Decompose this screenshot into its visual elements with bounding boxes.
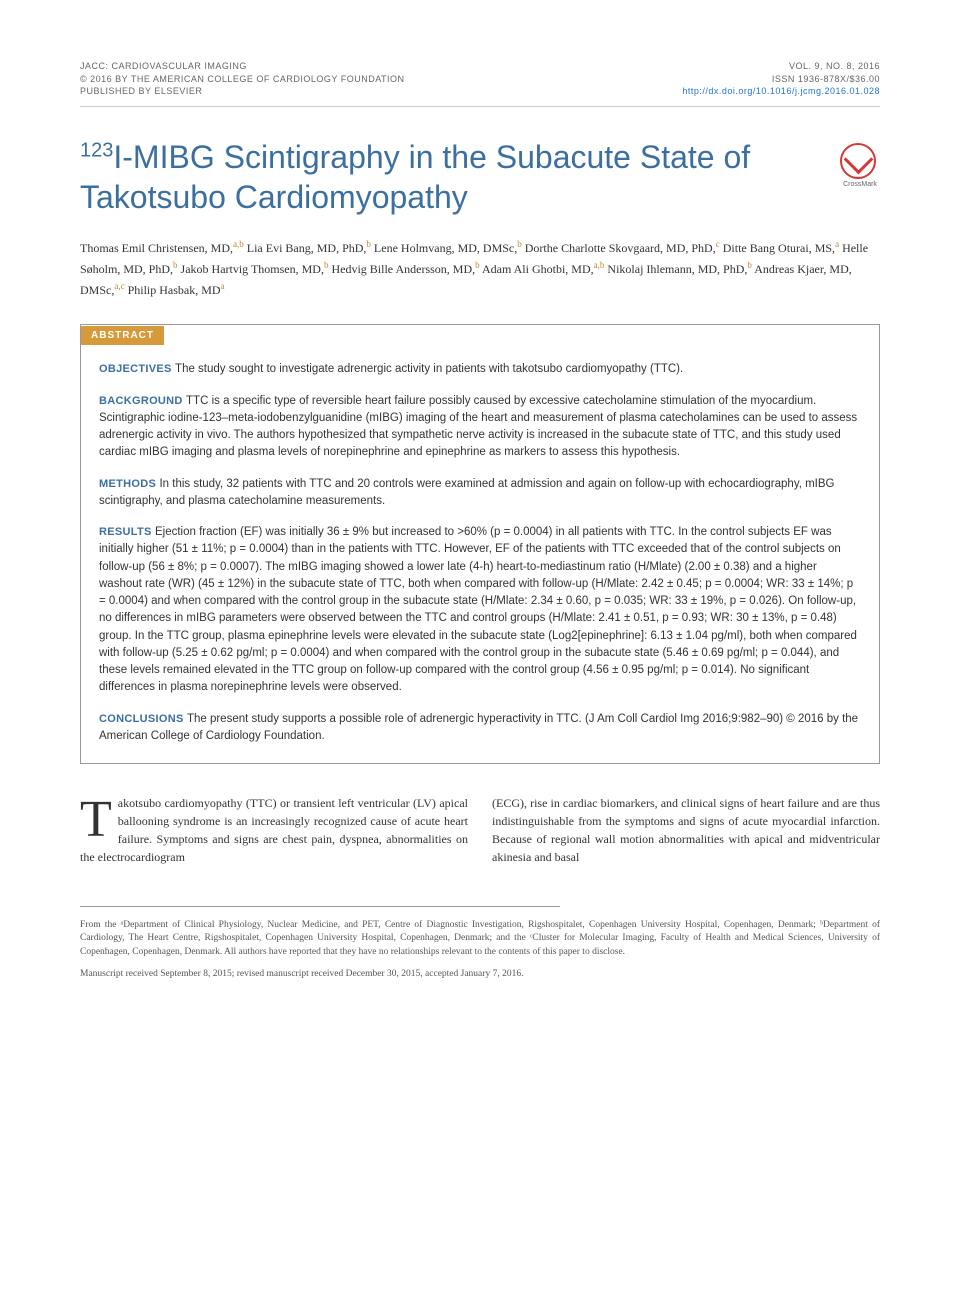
publisher-line: PUBLISHED BY ELSEVIER (80, 85, 405, 98)
copyright-line: © 2016 BY THE AMERICAN COLLEGE OF CARDIO… (80, 73, 405, 86)
abstract-text: In this study, 32 patients with TTC and … (99, 478, 835, 507)
doi-link[interactable]: http://dx.doi.org/10.1016/j.jcmg.2016.01… (682, 85, 880, 98)
abstract-content: OBJECTIVES The study sought to investiga… (81, 345, 879, 763)
header-left: JACC: CARDIOVASCULAR IMAGING © 2016 BY T… (80, 60, 405, 98)
body-column-right: (ECG), rise in cardiac biomarkers, and c… (492, 794, 880, 866)
abstract-section: RESULTS Ejection fraction (EF) was initi… (99, 524, 861, 697)
abstract-section: CONCLUSIONS The present study supports a… (99, 711, 861, 746)
abstract-box: ABSTRACT OBJECTIVES The study sought to … (80, 324, 880, 764)
crossmark-icon (840, 143, 876, 179)
crossmark-badge[interactable]: CrossMark (840, 143, 880, 193)
abstract-heading: CONCLUSIONS (99, 713, 187, 725)
title-row: 123I-MIBG Scintigraphy in the Subacute S… (80, 137, 880, 217)
author-list: Thomas Emil Christensen, MD,a,b Lia Evi … (80, 237, 880, 301)
body-col2-text: (ECG), rise in cardiac biomarkers, and c… (492, 796, 880, 864)
crossmark-label: CrossMark (840, 181, 880, 188)
affiliations: From the ᵃDepartment of Clinical Physiol… (80, 919, 880, 959)
abstract-text: The study sought to investigate adrenerg… (175, 363, 683, 375)
body-column-left: Takotsubo cardiomyopathy (TTC) or transi… (80, 794, 468, 866)
abstract-text: Ejection fraction (EF) was initially 36 … (99, 526, 857, 693)
issn-line: ISSN 1936-878X/$36.00 (682, 73, 880, 86)
dropcap: T (80, 794, 118, 842)
page-header: JACC: CARDIOVASCULAR IMAGING © 2016 BY T… (80, 60, 880, 107)
abstract-heading: METHODS (99, 478, 159, 490)
manuscript-dates: Manuscript received September 8, 2015; r… (80, 969, 880, 979)
body-col1-text: akotsubo cardiomyopathy (TTC) or transie… (80, 796, 468, 864)
volume-issue: VOL. 9, NO. 8, 2016 (682, 60, 880, 73)
footer-divider (80, 906, 560, 907)
title-main: I-MIBG Scintigraphy in the Subacute Stat… (80, 139, 750, 215)
abstract-text: The present study supports a possible ro… (99, 713, 858, 742)
abstract-label: ABSTRACT (81, 326, 164, 345)
abstract-section: BACKGROUND TTC is a specific type of rev… (99, 393, 861, 462)
body-text: Takotsubo cardiomyopathy (TTC) or transi… (80, 794, 880, 866)
abstract-heading: OBJECTIVES (99, 363, 175, 375)
abstract-heading: RESULTS (99, 526, 155, 538)
abstract-heading: BACKGROUND (99, 395, 186, 407)
abstract-text: TTC is a specific type of reversible hea… (99, 395, 857, 459)
header-right: VOL. 9, NO. 8, 2016 ISSN 1936-878X/$36.0… (682, 60, 880, 98)
article-title: 123I-MIBG Scintigraphy in the Subacute S… (80, 137, 820, 217)
abstract-section: METHODS In this study, 32 patients with … (99, 476, 861, 511)
journal-name: JACC: CARDIOVASCULAR IMAGING (80, 60, 405, 73)
title-superscript: 123 (80, 139, 113, 161)
abstract-section: OBJECTIVES The study sought to investiga… (99, 361, 861, 378)
